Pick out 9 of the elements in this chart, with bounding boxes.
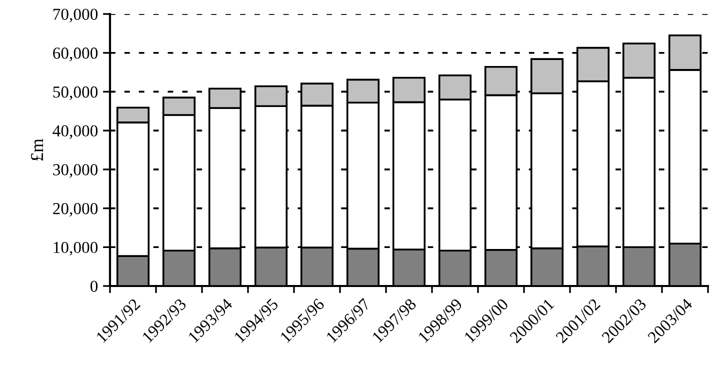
y-tick-label: 10,000 bbox=[54, 242, 98, 256]
y-axis-title: £m bbox=[31, 138, 43, 160]
y-tick-label: 20,000 bbox=[53, 202, 98, 217]
y-tick-label: 50,000 bbox=[53, 86, 98, 100]
y-tick-label: 0 bbox=[90, 280, 98, 292]
y-tick-label: 40,000 bbox=[52, 125, 98, 139]
y-tick-label: 60,000 bbox=[53, 48, 98, 62]
y-tick-label: 70,000 bbox=[53, 8, 98, 22]
y-tick-label: 30,000 bbox=[53, 164, 98, 178]
